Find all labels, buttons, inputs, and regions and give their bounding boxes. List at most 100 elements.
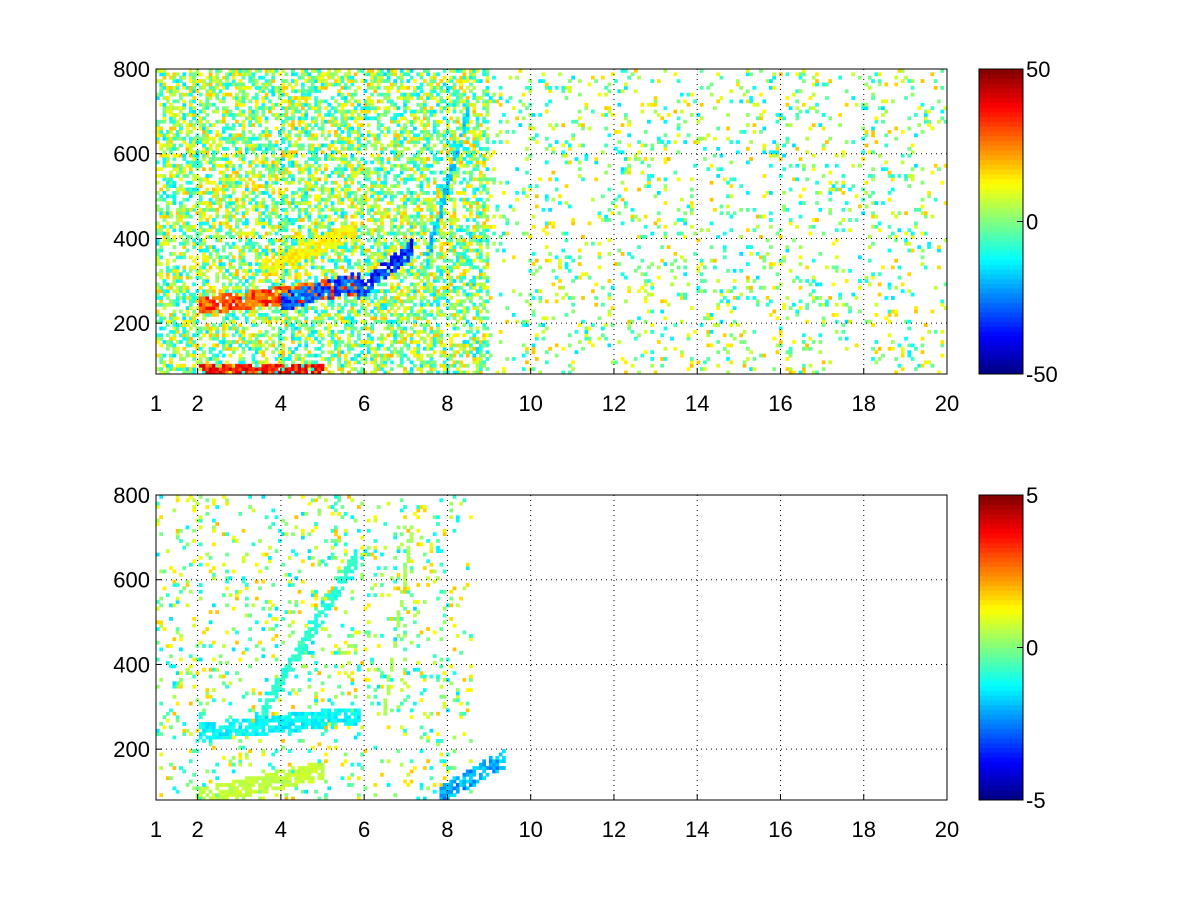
heatmap-cell (294, 255, 299, 260)
heatmap-cell (422, 174, 427, 178)
heatmap-cell (459, 241, 463, 246)
heatmap-cell (393, 218, 397, 222)
heatmap-cell (179, 235, 183, 239)
heatmap-cell (172, 116, 177, 121)
heatmap-cell (314, 275, 318, 280)
heatmap-cell (422, 258, 427, 263)
heatmap-cell (228, 214, 233, 219)
heatmap-cell (452, 265, 457, 270)
heatmap-cell (380, 69, 384, 73)
heatmap-cell (301, 187, 305, 192)
heatmap-cell (432, 96, 437, 100)
heatmap-cell (396, 258, 401, 263)
heatmap-cell (185, 289, 190, 294)
heatmap-cell (413, 191, 417, 195)
heatmap-cell (294, 96, 299, 100)
heatmap-cell (202, 157, 206, 161)
heatmap-cell (179, 143, 183, 148)
heatmap-cell (185, 228, 190, 233)
heatmap-cell (192, 75, 196, 80)
heatmap-cell (449, 353, 454, 358)
heatmap-cell (357, 116, 361, 121)
heatmap-cell (297, 136, 302, 141)
heatmap-cell (271, 72, 276, 77)
heatmap-cell (225, 306, 229, 311)
heatmap-cell (185, 370, 190, 375)
heatmap-cell (182, 333, 187, 338)
heatmap-cell (284, 113, 289, 117)
heatmap-cell (221, 163, 226, 168)
heatmap-cell (304, 279, 309, 283)
heatmap-cell (393, 153, 397, 158)
heatmap-cell (156, 136, 160, 141)
heatmap-cell (277, 133, 282, 138)
heatmap-cell (406, 313, 411, 317)
heatmap-cell (337, 194, 341, 199)
heatmap-cell (357, 187, 361, 192)
heatmap-cell (406, 299, 411, 304)
heatmap-cell (386, 89, 391, 94)
heatmap-cell (390, 224, 394, 229)
heatmap-cell (244, 136, 249, 141)
heatmap-cell (310, 265, 315, 270)
heatmap-cell (251, 346, 256, 351)
heatmap-cell (225, 224, 229, 229)
heatmap-cell (366, 102, 371, 107)
heatmap-cell (455, 174, 460, 178)
heatmap-cell (291, 113, 295, 117)
heatmap-cell (337, 75, 341, 80)
heatmap-cell (436, 309, 440, 314)
heatmap-cell (452, 146, 457, 151)
heatmap-cell (291, 323, 295, 327)
heatmap-cell (228, 252, 233, 256)
heatmap-cell (370, 191, 374, 195)
heatmap-cell (162, 370, 167, 375)
heatmap-cell (310, 323, 315, 327)
heatmap-cell (393, 296, 397, 300)
heatmap-cell (324, 289, 328, 294)
heatmap-cell (235, 92, 239, 97)
heatmap-cell (314, 153, 318, 158)
heatmap-cell (347, 130, 351, 134)
heatmap-cell (225, 218, 229, 222)
heatmap-cell (284, 221, 289, 226)
heatmap-cell (221, 157, 226, 161)
heatmap-cell (455, 157, 460, 161)
heatmap-cell (202, 333, 206, 338)
heatmap-cell (307, 296, 312, 300)
heatmap-cell (185, 123, 190, 128)
heatmap-cell (386, 126, 391, 131)
heatmap-cell (383, 238, 388, 243)
heatmap-cell (333, 262, 338, 266)
heatmap-cell (169, 174, 173, 178)
heatmap-cell (403, 255, 407, 260)
heatmap-cell (366, 106, 371, 111)
heatmap-cell (429, 201, 434, 205)
heatmap-cell (310, 248, 315, 253)
heatmap-cell (165, 204, 170, 209)
heatmap-cell (294, 282, 299, 287)
heatmap-cell (188, 75, 193, 80)
heatmap-cell (370, 285, 374, 290)
heatmap-cell (244, 231, 249, 236)
heatmap-cell (241, 296, 246, 300)
heatmap-cell (350, 96, 355, 100)
heatmap-cell (205, 306, 210, 311)
heatmap-cell (442, 201, 447, 205)
heatmap-cell (198, 296, 203, 300)
heatmap-cell (195, 211, 200, 216)
heatmap-cell (452, 150, 457, 155)
heatmap-cell (254, 340, 259, 344)
heatmap-cell (192, 282, 196, 287)
heatmap-cell (208, 326, 213, 331)
heatmap-cell (162, 143, 167, 148)
heatmap-cell (159, 211, 163, 216)
heatmap-cell (169, 140, 173, 144)
heatmap-cell (212, 323, 216, 327)
heatmap-cell (208, 309, 213, 314)
heatmap-cell (179, 224, 183, 229)
heatmap-cell (179, 211, 183, 216)
heatmap-cell (413, 116, 417, 121)
heatmap-cell (396, 119, 401, 124)
heatmap-cell (462, 72, 467, 77)
